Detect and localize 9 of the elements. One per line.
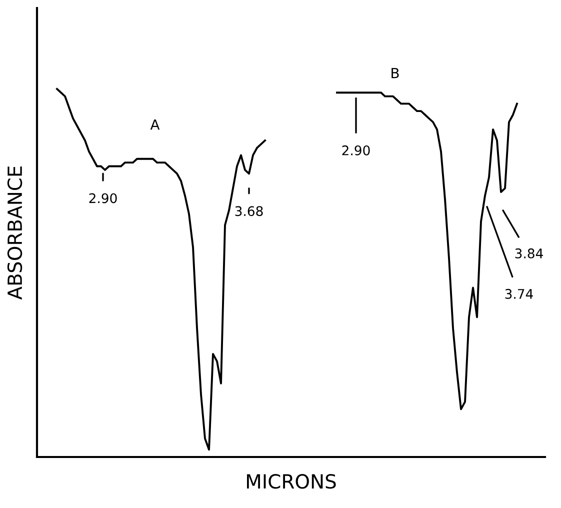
annotation: 3.74 <box>505 288 533 299</box>
annotation: 2.90 <box>342 145 370 156</box>
annotation: 2.90 <box>89 193 117 204</box>
annotation: 3.68 <box>235 206 263 216</box>
y-axis-title: ABSORBANCE <box>7 166 22 300</box>
text: A <box>150 119 160 130</box>
series-label: B <box>392 68 399 78</box>
annotation: 3.84 <box>515 248 543 258</box>
x-axis-title: MICRONS <box>247 474 336 489</box>
